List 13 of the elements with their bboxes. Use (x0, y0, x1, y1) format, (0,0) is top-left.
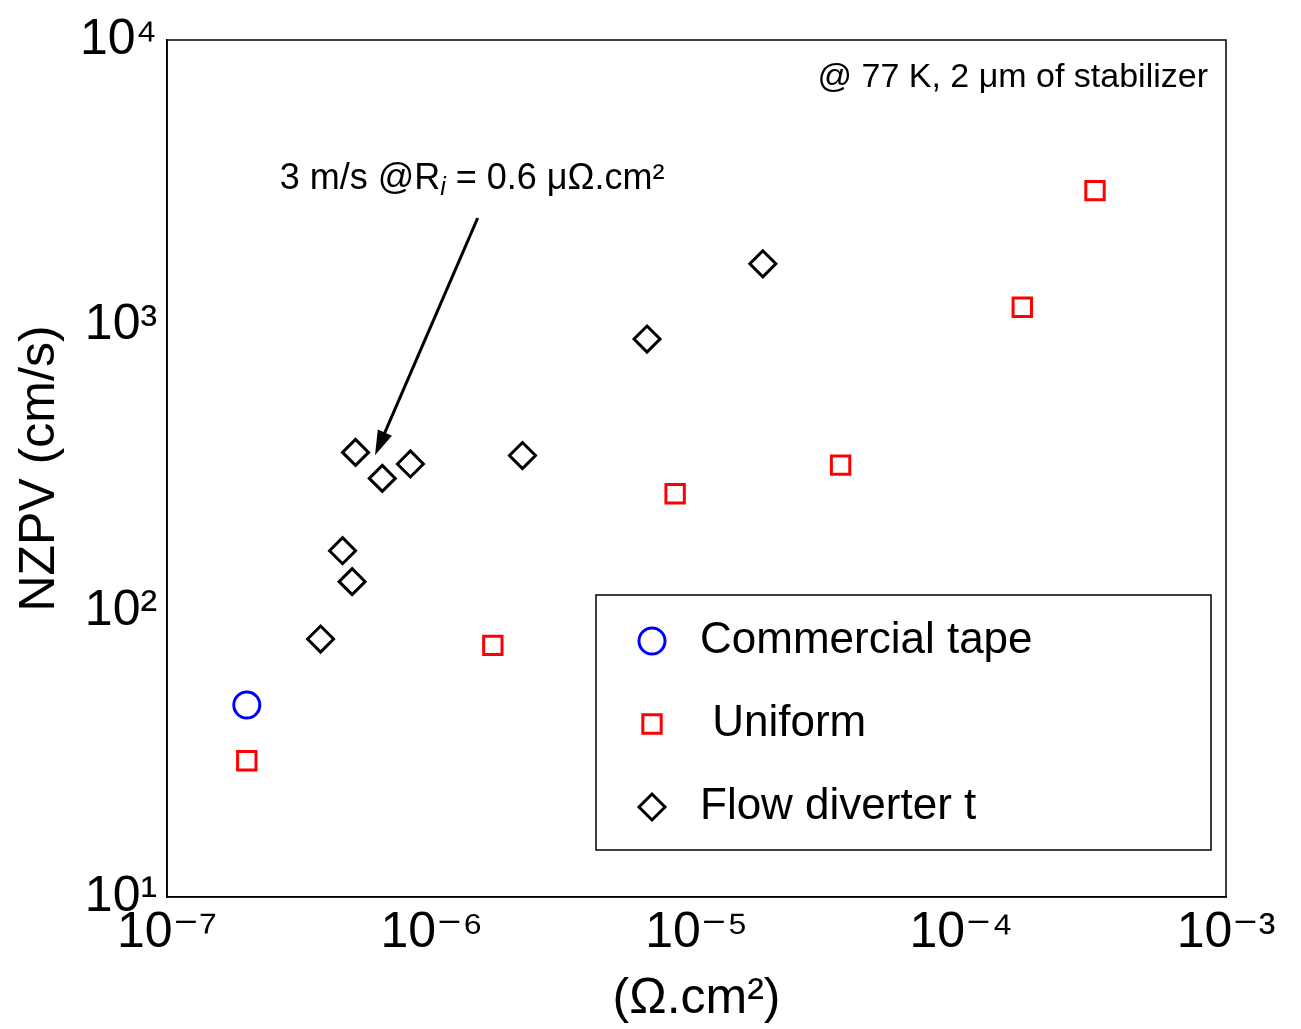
x-tick-label: 10⁻⁴ (909, 901, 1014, 958)
legend-label: Uniform (700, 696, 867, 746)
legend-label: Commercial tape (700, 613, 1033, 663)
y-tick-label: 10² (84, 580, 158, 637)
x-tick-label: 10⁻⁵ (645, 901, 748, 958)
y-tick-label: 10⁴ (79, 8, 158, 65)
y-tick-label: 10³ (84, 294, 158, 351)
x-tick-label: 10⁻³ (1176, 901, 1276, 958)
x-tick-label: 10⁻⁶ (380, 901, 484, 958)
legend-label: Flow diverter t (700, 779, 977, 829)
x-axis-title: (Ω.cm²) (612, 967, 781, 1024)
annotation: @ 77 K, 2 μm of stabilizer (817, 56, 1208, 95)
y-axis-title: NZPV (cm/s) (8, 325, 65, 612)
